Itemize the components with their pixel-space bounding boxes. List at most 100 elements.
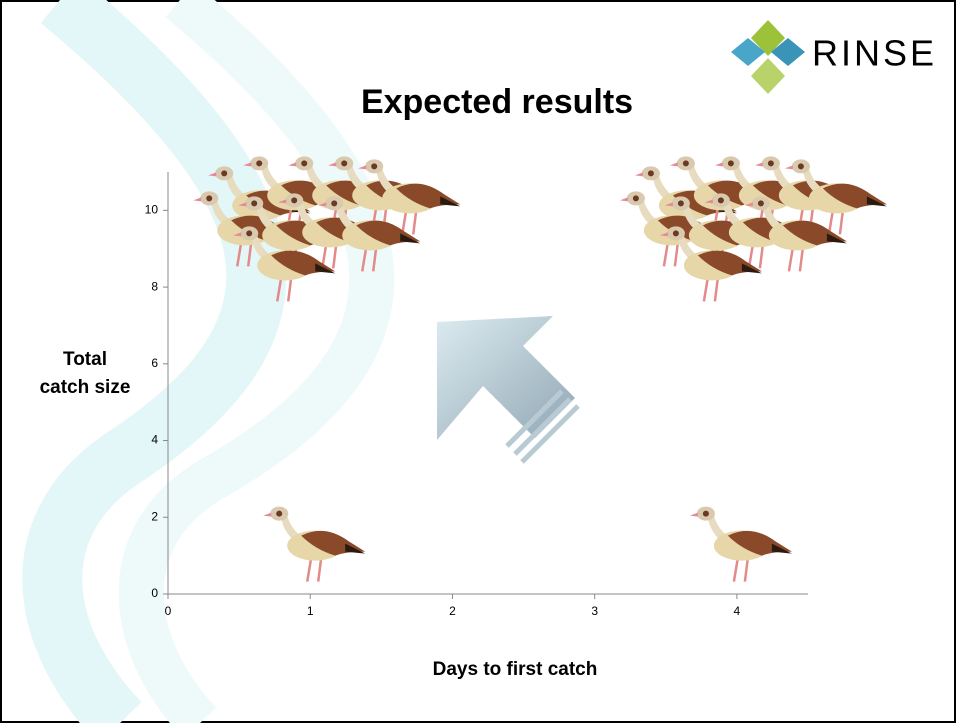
goose-leg xyxy=(371,247,378,272)
y-tick-label: 0 xyxy=(151,586,158,600)
goose-beak xyxy=(744,202,753,207)
goose xyxy=(784,159,887,235)
goose xyxy=(233,226,336,302)
goose-beak xyxy=(619,197,628,202)
goose-leg xyxy=(286,277,293,302)
goose-beak xyxy=(278,199,287,204)
goose-leg xyxy=(246,242,253,267)
goose-beak xyxy=(328,162,337,167)
logo: RINSE xyxy=(731,20,937,94)
goose-eye-patch xyxy=(301,160,308,167)
goose-leg xyxy=(798,247,805,272)
goose-eye-patch xyxy=(291,197,298,204)
goose-tail xyxy=(826,233,847,244)
chart-title: Expected results xyxy=(361,83,633,121)
goose-eye-patch xyxy=(757,200,764,207)
goose-tail xyxy=(400,233,421,244)
goose-tail xyxy=(866,196,887,207)
goose-beak xyxy=(193,197,202,202)
arrow xyxy=(437,316,580,464)
goose-eye-patch xyxy=(221,170,228,177)
goose-eye-patch xyxy=(797,163,804,170)
x-axis-label: Days to first catch xyxy=(433,659,598,680)
goose-eye-patch xyxy=(206,195,213,202)
goose-beak xyxy=(634,172,643,177)
goose-eye-patch xyxy=(767,160,774,167)
goose-leg xyxy=(743,557,750,582)
goose-eye-patch xyxy=(256,160,263,167)
goose xyxy=(744,196,847,272)
goose-tail xyxy=(315,263,336,274)
goose-leg xyxy=(275,277,283,302)
goose-eye-patch xyxy=(246,230,253,237)
y-tick-label: 10 xyxy=(145,203,159,217)
goose-beak xyxy=(669,162,678,167)
goose-leg xyxy=(360,247,368,272)
goose-leg xyxy=(673,242,680,267)
goose xyxy=(358,159,461,235)
goose-eye-patch xyxy=(647,170,654,177)
y-tick-label: 2 xyxy=(151,509,158,523)
goose-eye-patch xyxy=(251,200,258,207)
goose-leg xyxy=(331,244,338,269)
goose-beak xyxy=(318,202,327,207)
goose-eye-patch xyxy=(331,200,338,207)
goose-beak xyxy=(714,162,723,167)
goose-leg xyxy=(702,277,710,302)
goose-eye-patch xyxy=(702,510,709,517)
goose-beak xyxy=(208,172,217,177)
goose-leg xyxy=(411,210,418,235)
goose-tail xyxy=(440,196,461,207)
goose-leg xyxy=(827,210,835,235)
y-tick-label: 6 xyxy=(151,356,158,370)
goose-beak xyxy=(754,162,763,167)
goose-leg xyxy=(838,210,845,235)
goose-beak xyxy=(358,165,367,170)
goose-eye-patch xyxy=(672,230,679,237)
goose-group-point xyxy=(619,156,887,302)
goose-beak xyxy=(243,162,252,167)
goose-beak xyxy=(238,202,247,207)
goose xyxy=(263,506,366,582)
x-tick-label: 4 xyxy=(734,604,741,618)
goose-group-point xyxy=(689,506,792,582)
goose xyxy=(659,226,762,302)
goose-group-point xyxy=(193,156,461,302)
goose-leg xyxy=(316,557,323,582)
brand-name: RINSE xyxy=(812,33,937,74)
goose-tail xyxy=(345,543,366,554)
goose-eye-patch xyxy=(682,160,689,167)
goose-leg xyxy=(235,242,243,267)
x-tick-label: 2 xyxy=(449,604,456,618)
goose-eye-patch xyxy=(677,200,684,207)
y-axis-label-2: catch size xyxy=(40,377,131,398)
y-tick-label: 4 xyxy=(151,433,158,447)
goose-beak xyxy=(263,512,272,517)
goose-beak xyxy=(664,202,673,207)
goose-beak xyxy=(784,165,793,170)
y-axis-label-1: Total xyxy=(63,349,107,370)
goose-tail xyxy=(771,543,792,554)
goose-eye-patch xyxy=(717,197,724,204)
y-tick-label: 8 xyxy=(151,279,158,293)
goose-eye-patch xyxy=(632,195,639,202)
goose-beak xyxy=(288,162,297,167)
goose-leg xyxy=(758,244,765,269)
goose-beak xyxy=(233,232,242,237)
goose-eye-patch xyxy=(371,163,378,170)
goose-group-point xyxy=(263,506,366,582)
goose-leg xyxy=(713,277,720,302)
goose xyxy=(318,196,421,272)
x-tick-label: 3 xyxy=(591,604,598,618)
goose-beak xyxy=(704,199,713,204)
goose-leg xyxy=(400,210,408,235)
goose-leg xyxy=(662,242,670,267)
goose-beak xyxy=(659,232,668,237)
goose-eye-patch xyxy=(341,160,348,167)
goose-leg xyxy=(305,557,313,582)
goose-leg xyxy=(732,557,740,582)
goose-leg xyxy=(787,247,795,272)
x-tick-label: 1 xyxy=(307,604,314,618)
goose-eye-patch xyxy=(727,160,734,167)
